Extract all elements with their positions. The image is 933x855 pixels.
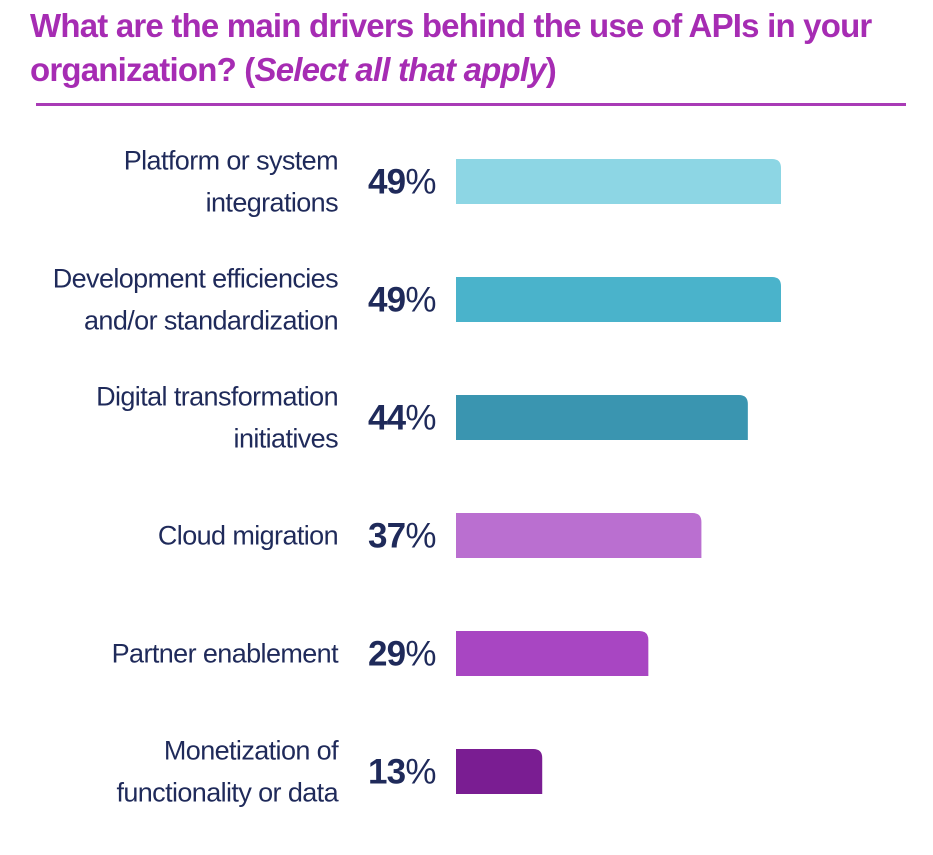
value-label-6: 13% [368,753,436,792]
value-label-2: 49% [368,281,436,320]
chart-title: What are the main drivers behind the use… [30,4,910,92]
category-label-line: Platform or system [124,146,338,176]
value-label-4: 37% [368,517,436,556]
bar-1 [456,159,781,204]
title-divider [36,103,906,106]
category-label-line: Partner enablement [112,639,339,669]
value-label-1: 49% [368,163,436,202]
category-label-2: Development efficiencies and/or standardi… [53,264,338,336]
title-main: What are the main drivers behind the use… [30,7,872,88]
category-label-line: functionality or data [116,778,339,808]
bar-6 [456,749,543,794]
value-label-3: 44% [368,399,436,438]
category-label-5: Partner enablement [112,639,339,669]
bar-2 [456,277,781,322]
value-label-5: 29% [368,635,436,674]
category-label-3: Digital transformation initiatives [96,382,338,454]
category-label-line: integrations [206,188,338,218]
category-label-line: Cloud migration [158,521,338,551]
category-label-6: Monetization of functionality or data [116,736,339,808]
category-label-4: Cloud migration [158,521,338,551]
category-label-line: Monetization of [164,736,339,766]
bar-3 [456,395,748,440]
category-label-line: initiatives [234,424,339,454]
category-label-line: and/or standardization [84,306,338,336]
category-label-1: Platform or system integrations [124,146,338,218]
category-label-line: Development efficiencies [53,264,338,294]
title-italic: Select all that apply [254,51,546,88]
title-end: ) [545,51,557,88]
bar-5 [456,631,649,676]
category-label-line: Digital transformation [96,382,338,412]
bar-4 [456,513,702,558]
